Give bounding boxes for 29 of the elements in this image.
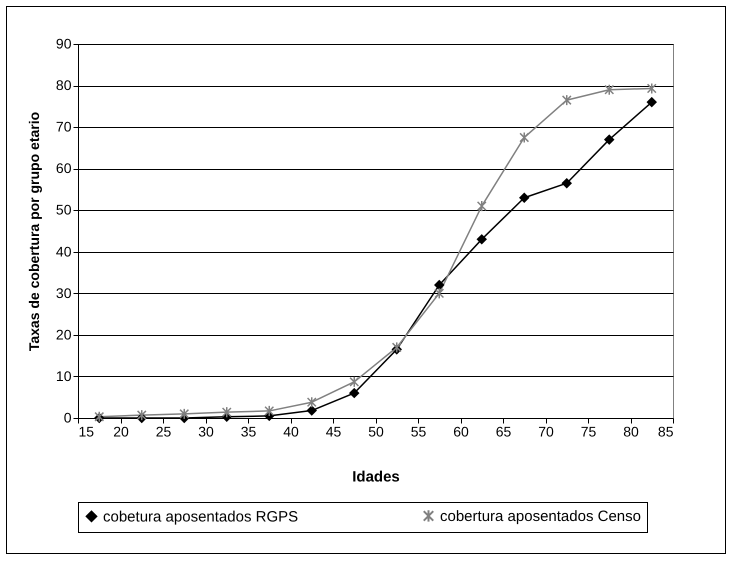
x-tick-label: 65 — [496, 424, 512, 440]
legend-label: cobertura aposentados Censo — [440, 508, 641, 525]
x-tick-label: 70 — [538, 424, 554, 440]
y-tick-label: 0 — [64, 410, 72, 426]
x-tick-label: 35 — [240, 424, 256, 440]
y-tick-label: 60 — [56, 160, 72, 176]
x-axis-title: Idades — [352, 468, 400, 486]
y-axis-title: Taxas de cobertura por grupo etario — [26, 112, 42, 352]
y-tick-label: 50 — [56, 202, 72, 218]
y-tick-label: 70 — [56, 118, 72, 135]
x-tick-label: 30 — [198, 424, 214, 440]
x-tick-label: 20 — [113, 424, 129, 440]
x-tick-label: 40 — [283, 424, 299, 440]
x-tick-label: 85 — [658, 424, 674, 440]
x-tick-label: 80 — [623, 424, 639, 440]
y-tick-label: 40 — [56, 243, 72, 260]
x-tick-label: 60 — [453, 424, 469, 440]
x-tick-label: 25 — [156, 424, 172, 440]
y-tick-label: 90 — [56, 36, 72, 52]
y-tick-label: 20 — [56, 326, 72, 342]
legend-label: cobetura aposentados RGPS — [103, 508, 298, 526]
y-tick-label: 30 — [56, 284, 72, 301]
y-tick-label: 80 — [56, 77, 72, 94]
x-tick-label: 75 — [580, 424, 596, 440]
x-tick-label: 50 — [368, 424, 384, 440]
x-tick-label: 55 — [410, 424, 426, 440]
x-tick-label: 15 — [78, 424, 94, 440]
y-tick-label: 10 — [56, 368, 72, 384]
x-tick-label: 45 — [326, 424, 342, 440]
